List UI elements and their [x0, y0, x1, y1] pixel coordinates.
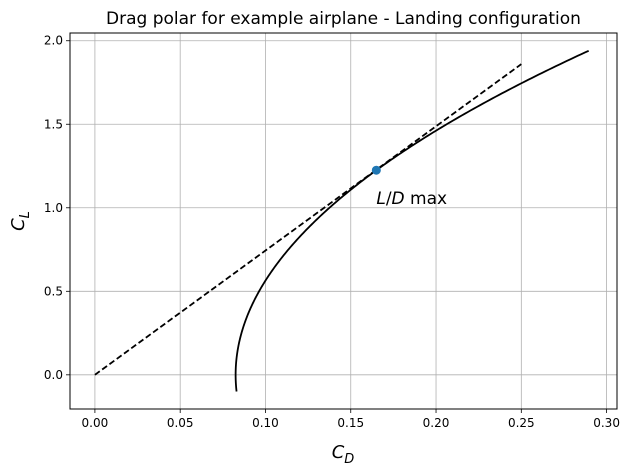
x-tick-label: 0.25 — [508, 416, 535, 430]
y-axis-label-sub: L — [18, 211, 33, 218]
x-axis-label-sub: D — [344, 452, 354, 467]
x-tick-label: 0.05 — [167, 416, 194, 430]
y-tick-label: 0.0 — [44, 368, 63, 382]
ld-max-annotation: L/D max — [376, 189, 447, 209]
y-tick-label: 1.0 — [44, 201, 63, 215]
y-tick-label: 1.5 — [44, 117, 63, 131]
grid — [70, 33, 617, 409]
x-tick-label: 0.20 — [423, 416, 450, 430]
x-tick-label: 0.15 — [337, 416, 364, 430]
x-tick-label: 0.00 — [82, 416, 109, 430]
plot-area — [94, 49, 590, 392]
x-tick-label: 0.30 — [593, 416, 620, 430]
y-tick-label: 2.0 — [44, 34, 63, 48]
chart-title: Drag polar for example airplane - Landin… — [106, 9, 581, 29]
tangent-line — [94, 63, 522, 376]
axes-frame — [69, 32, 618, 410]
drag-polar-line — [234, 49, 590, 392]
y-tick-label: 0.5 — [44, 284, 63, 298]
ld-max-point — [371, 165, 381, 175]
x-tick-label: 0.10 — [252, 416, 279, 430]
x-axis-label: CD — [332, 442, 355, 467]
ticks: 0.00 0.05 0.10 0.15 0.20 0.25 0.30 0.0 0.5 1.0 1.5… — [44, 34, 620, 430]
y-axis-label: CL — [8, 211, 33, 231]
